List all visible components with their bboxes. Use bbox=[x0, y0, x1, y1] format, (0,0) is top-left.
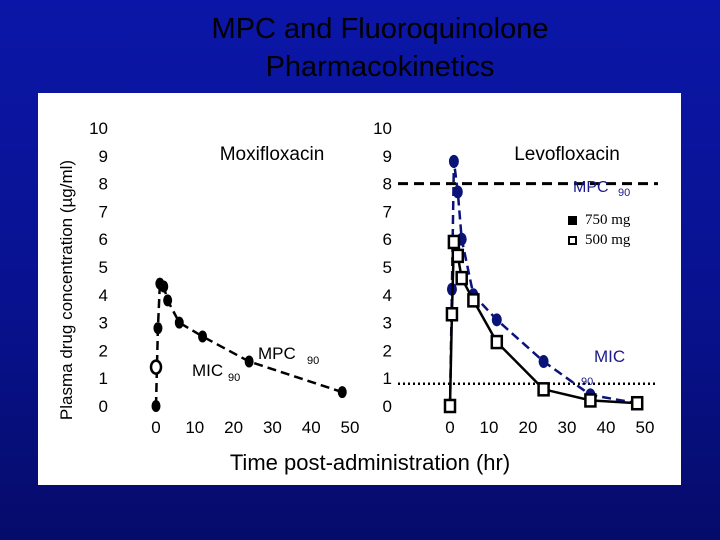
moxi-mpc-subscript: 90 bbox=[307, 355, 319, 367]
levo-xtick-label: 20 bbox=[519, 418, 538, 437]
moxi-ytick-label: 3 bbox=[99, 314, 108, 333]
levo-point-750 bbox=[538, 355, 549, 369]
legend-item-750: 750 mg bbox=[568, 210, 630, 230]
levo-ytick-label: 6 bbox=[383, 230, 392, 249]
levo-point-750 bbox=[448, 154, 459, 168]
levo-ytick-label: 9 bbox=[383, 147, 392, 166]
moxi-open-point bbox=[149, 359, 163, 375]
levo-ytick-label: 0 bbox=[383, 397, 392, 416]
moxi-ytick-label: 6 bbox=[99, 230, 108, 249]
moxi-xtick-label: 50 bbox=[341, 418, 360, 437]
moxi-ytick-label: 0 bbox=[99, 397, 108, 416]
moxi-mpc-label: MPC bbox=[258, 344, 296, 363]
moxi-panel-title: Moxifloxacin bbox=[220, 144, 325, 165]
moxi-point bbox=[198, 330, 208, 343]
chart-panel bbox=[38, 93, 681, 485]
levo-ytick-label: 3 bbox=[383, 314, 392, 333]
levo-point-750 bbox=[491, 313, 502, 327]
levo-ytick-label: 10 bbox=[373, 119, 392, 138]
levo-point-500 bbox=[537, 382, 550, 397]
levo-xtick-label: 50 bbox=[636, 418, 655, 437]
levo-ytick-label: 5 bbox=[383, 258, 392, 277]
moxi-series-filled-line bbox=[154, 281, 343, 407]
levo-xtick-label: 30 bbox=[558, 418, 577, 437]
legend-item-500: 500 mg bbox=[568, 230, 630, 250]
levo-ytick-label: 7 bbox=[383, 202, 392, 221]
levo-ytick-label: 4 bbox=[383, 286, 392, 305]
moxi-point bbox=[337, 386, 347, 399]
levo-point-500 bbox=[630, 395, 644, 411]
moxi-point bbox=[174, 316, 184, 329]
levo-point-500 bbox=[451, 248, 465, 264]
slide-title: MPC and Fluoroquinolone Pharmacokinetics bbox=[110, 10, 650, 86]
moxi-point bbox=[163, 294, 173, 307]
levo-point-500 bbox=[445, 307, 459, 322]
filled-square-icon bbox=[568, 215, 577, 225]
levo-ytick-label: 8 bbox=[383, 175, 392, 194]
moxi-xtick-label: 20 bbox=[224, 418, 243, 437]
moxi-point bbox=[151, 400, 161, 412]
levo-ytick-label: 1 bbox=[383, 369, 392, 388]
moxi-ytick-label: 5 bbox=[99, 258, 108, 277]
levo-point-500 bbox=[490, 334, 504, 350]
x-axis-label: Time post-administration (hr) bbox=[229, 450, 511, 475]
moxi-ytick-label: 4 bbox=[99, 286, 108, 305]
moxi-point bbox=[153, 322, 163, 335]
moxi-ytick-label: 10 bbox=[89, 119, 108, 138]
moxi-ytick-label: 7 bbox=[99, 202, 108, 221]
legend-label-750: 750 mg bbox=[585, 211, 631, 228]
moxi-xtick-label: 0 bbox=[151, 418, 160, 437]
levo-series-filled-line bbox=[448, 161, 638, 407]
levo-mpc-label: MPC bbox=[573, 179, 609, 196]
legend: 750 mg 500 mg bbox=[568, 210, 630, 250]
levo-mic-subscript: 90 bbox=[581, 376, 593, 388]
title-line-2: Pharmacokinetics bbox=[265, 51, 495, 83]
levo-point-500 bbox=[443, 398, 457, 414]
moxi-ytick-label: 1 bbox=[99, 369, 108, 388]
levo-point-500 bbox=[467, 293, 480, 308]
moxi-ytick-label: 8 bbox=[99, 175, 108, 194]
moxi-xtick-label: 40 bbox=[302, 418, 321, 437]
moxi-point bbox=[244, 355, 254, 368]
legend-label-500: 500 mg bbox=[585, 231, 631, 248]
moxi-xtick-label: 30 bbox=[263, 418, 282, 437]
moxi-ytick-label: 9 bbox=[99, 147, 108, 166]
levo-point-750 bbox=[452, 185, 463, 199]
title-line-1: MPC and Fluoroquinolone bbox=[211, 13, 549, 45]
moxi-mic-label: MIC bbox=[192, 361, 223, 380]
levo-xtick-label: 40 bbox=[597, 418, 616, 437]
moxi-mic-subscript: 90 bbox=[228, 372, 240, 384]
levo-xtick-label: 10 bbox=[480, 418, 499, 437]
levo-panel-title: Levofloxacin bbox=[514, 144, 620, 165]
levo-mic-label: MIC bbox=[594, 347, 625, 366]
levo-point-500 bbox=[447, 234, 461, 250]
levo-point-500 bbox=[455, 270, 468, 286]
moxi-xtick-label: 10 bbox=[185, 418, 204, 437]
levo-series-open-line bbox=[448, 241, 638, 407]
levo-xtick-label: 0 bbox=[445, 418, 454, 437]
moxi-ytick-label: 2 bbox=[99, 341, 108, 360]
levo-ytick-label: 2 bbox=[383, 341, 392, 360]
levo-point-500 bbox=[584, 393, 597, 408]
moxi-point bbox=[159, 280, 169, 293]
open-square-icon bbox=[568, 235, 577, 245]
levo-mpc-subscript: 90 bbox=[618, 187, 630, 199]
